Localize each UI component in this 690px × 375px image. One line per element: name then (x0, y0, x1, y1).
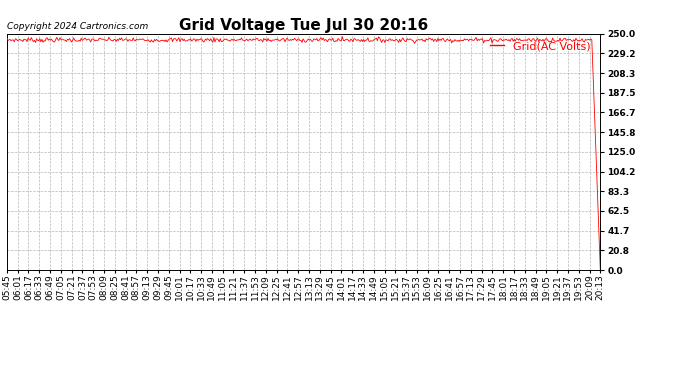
Title: Grid Voltage Tue Jul 30 20:16: Grid Voltage Tue Jul 30 20:16 (179, 18, 428, 33)
Text: Copyright 2024 Cartronics.com: Copyright 2024 Cartronics.com (7, 22, 148, 32)
Legend: Grid(AC Volts): Grid(AC Volts) (486, 37, 595, 56)
